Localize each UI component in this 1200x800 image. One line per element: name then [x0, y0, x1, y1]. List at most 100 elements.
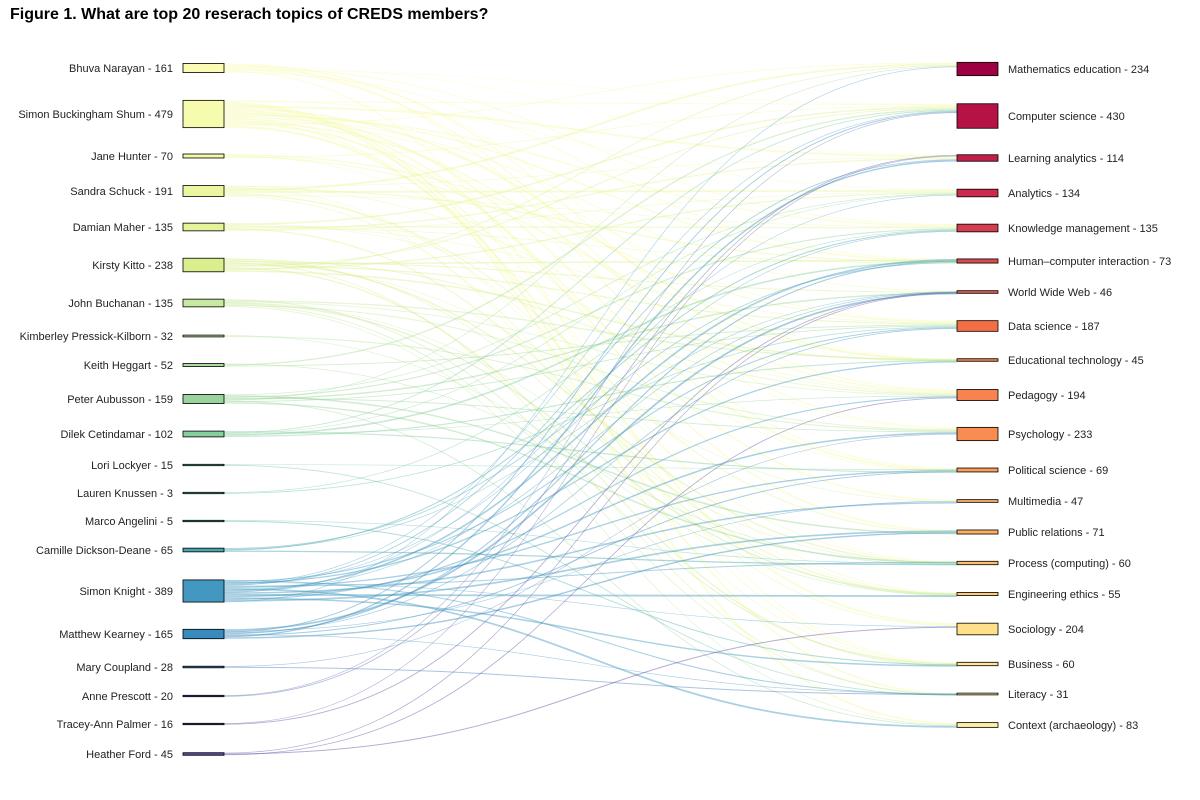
sankey-link	[223, 101, 958, 695]
target-node-label: World Wide Web - 46	[1008, 287, 1112, 299]
target-node[interactable]	[956, 661, 999, 667]
sankey-link	[223, 101, 958, 106]
sankey-link	[223, 258, 958, 597]
source-node[interactable]	[182, 257, 225, 273]
sankey-link	[223, 395, 958, 535]
sankey-link	[223, 195, 958, 627]
sankey-link	[223, 113, 958, 262]
target-node[interactable]	[956, 692, 999, 696]
target-node[interactable]	[956, 622, 999, 636]
source-node[interactable]	[182, 394, 225, 404]
sankey-link	[223, 400, 958, 727]
source-node-label: Bhuva Narayan - 161	[69, 63, 173, 75]
sankey-link	[223, 593, 958, 597]
target-node[interactable]	[956, 154, 999, 162]
target-node[interactable]	[956, 722, 999, 728]
source-node[interactable]	[182, 63, 225, 73]
sankey-link	[223, 361, 958, 584]
source-node[interactable]	[182, 153, 225, 159]
target-node[interactable]	[956, 103, 999, 129]
target-node[interactable]	[956, 320, 999, 332]
sankey-link	[223, 262, 958, 549]
target-node[interactable]	[956, 188, 999, 198]
sankey-link	[223, 270, 958, 362]
source-node[interactable]	[182, 752, 225, 756]
sankey-link	[223, 66, 958, 226]
source-node[interactable]	[182, 579, 225, 603]
sankey-link	[223, 328, 958, 634]
target-node[interactable]	[956, 499, 999, 503]
target-node-label: Educational technology - 45	[1008, 355, 1144, 367]
sankey-link	[223, 260, 958, 436]
source-node-label: Matthew Kearney - 165	[59, 629, 173, 641]
sankey-link	[223, 107, 958, 267]
sankey-link	[223, 118, 958, 322]
sankey-link	[223, 66, 958, 603]
sankey-link	[223, 302, 958, 565]
sankey-link	[223, 666, 958, 695]
source-node[interactable]	[182, 665, 225, 669]
source-node[interactable]	[182, 491, 225, 495]
source-node[interactable]	[182, 722, 225, 726]
sankey-link	[223, 231, 958, 585]
sankey-link	[223, 158, 958, 231]
sankey-link	[223, 192, 958, 563]
target-node[interactable]	[956, 290, 999, 294]
source-node[interactable]	[182, 334, 225, 338]
sankey-link	[223, 223, 958, 394]
sankey-link	[223, 125, 958, 626]
source-node[interactable]	[182, 694, 225, 698]
sankey-link	[223, 114, 958, 227]
sankey-link	[223, 185, 958, 394]
target-node[interactable]	[956, 223, 999, 233]
sankey-link	[223, 397, 958, 433]
sankey-link	[223, 335, 958, 596]
source-node[interactable]	[182, 298, 225, 308]
target-node[interactable]	[956, 258, 999, 264]
target-node[interactable]	[956, 467, 999, 473]
target-node[interactable]	[956, 529, 999, 535]
sankey-link	[223, 65, 958, 271]
sankey-link	[223, 325, 958, 403]
source-node-label: Heather Ford - 45	[86, 749, 173, 761]
source-node[interactable]	[182, 222, 225, 232]
sankey-link	[223, 117, 958, 594]
sankey-link	[223, 587, 958, 728]
sankey-link	[223, 626, 958, 755]
sankey-link	[223, 397, 958, 756]
source-node[interactable]	[182, 185, 225, 197]
source-node[interactable]	[182, 430, 225, 438]
source-node-label: Sandra Schuck - 191	[70, 186, 173, 198]
sankey-link	[223, 155, 958, 472]
source-node[interactable]	[182, 547, 225, 553]
source-node-label: Tracey-Ann Palmer - 16	[57, 719, 173, 731]
target-node[interactable]	[956, 61, 999, 77]
target-node[interactable]	[956, 389, 999, 401]
sankey-link	[223, 258, 958, 395]
sankey-link	[223, 266, 958, 667]
source-node[interactable]	[182, 628, 225, 640]
sankey-link	[223, 62, 958, 126]
sankey-link	[223, 107, 958, 362]
sankey-link	[223, 530, 958, 602]
source-node[interactable]	[182, 463, 225, 467]
target-node[interactable]	[956, 560, 999, 566]
sankey-link	[223, 159, 958, 586]
source-node[interactable]	[182, 519, 225, 523]
sankey-link	[223, 189, 958, 193]
sankey-link	[223, 306, 958, 726]
target-node[interactable]	[956, 592, 999, 596]
target-node[interactable]	[956, 426, 999, 442]
sankey-link	[223, 258, 958, 592]
sankey-link	[223, 291, 958, 592]
sankey-link	[223, 187, 958, 666]
source-node[interactable]	[182, 363, 225, 367]
sankey-link	[223, 71, 958, 260]
sankey-link	[223, 262, 958, 696]
sankey-link	[223, 299, 958, 665]
target-node-label: Data science - 187	[1008, 321, 1100, 333]
target-node[interactable]	[956, 358, 999, 362]
sankey-link	[223, 464, 958, 470]
source-node[interactable]	[182, 99, 225, 129]
sankey-link	[223, 108, 958, 366]
